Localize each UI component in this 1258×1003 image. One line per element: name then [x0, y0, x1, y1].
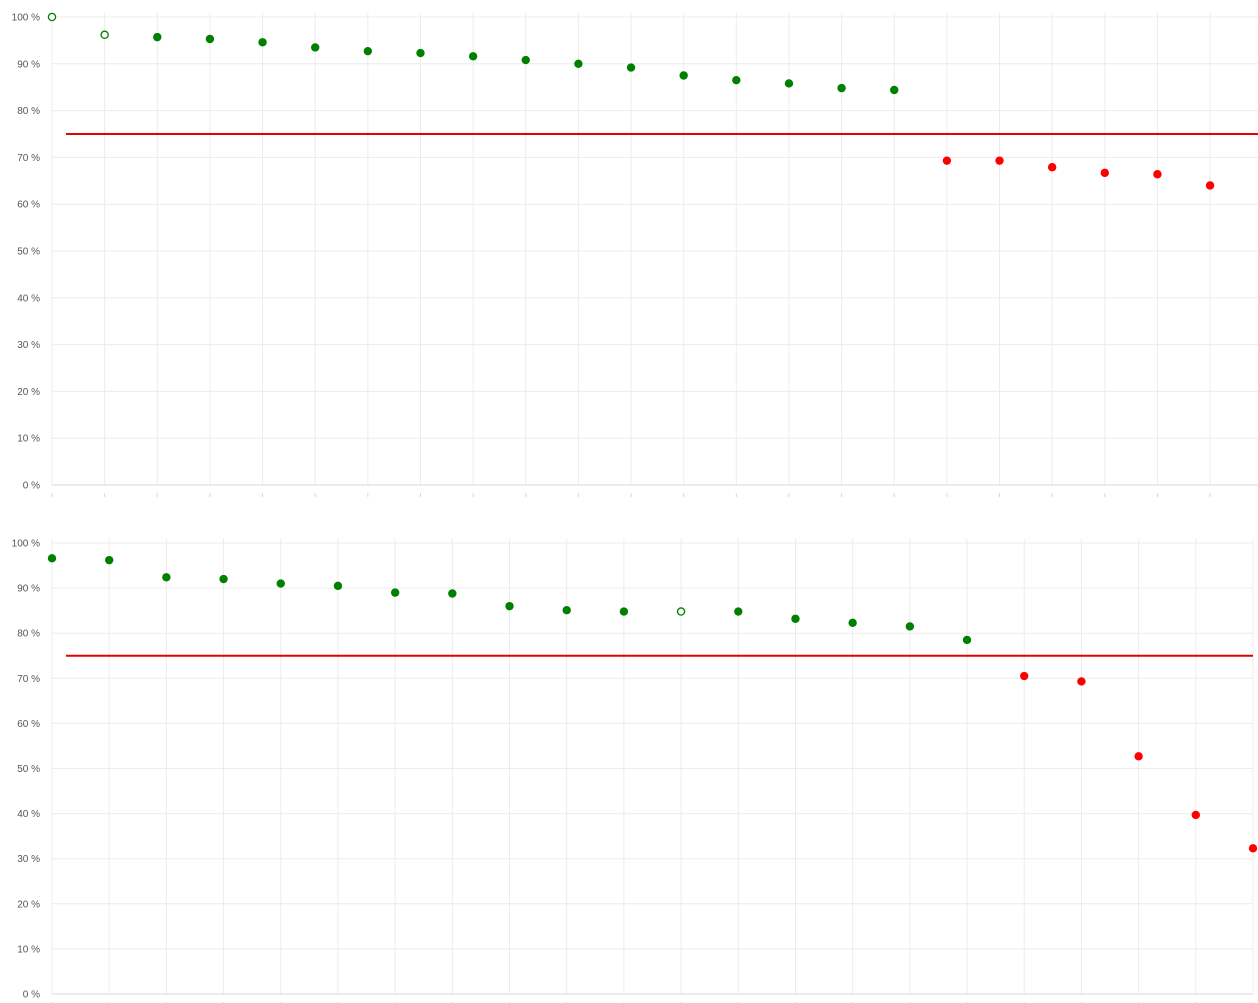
bottom-data-point: [47, 554, 57, 563]
bottom-data-point: [1191, 810, 1201, 820]
top-ytick-label: 60 %: [17, 200, 40, 211]
top-data-point: [784, 79, 794, 88]
top-ytick-label: 40 %: [17, 293, 40, 304]
top-data-point: [890, 85, 899, 95]
top-ytick-label: 0 %: [23, 481, 40, 492]
bottom-data-point: [562, 605, 571, 615]
bottom-ytick-label: 20 %: [17, 899, 40, 910]
top-data-point: [732, 75, 741, 85]
top-data-point: [416, 48, 425, 58]
bottom-ytick-label: 100 %: [12, 539, 40, 550]
top-gridlines: [51, 13, 1258, 486]
bottom-data-point: [448, 589, 457, 598]
bottom-data-point: [104, 555, 114, 565]
top-ytick-label: 20 %: [17, 387, 40, 398]
bottom-data-point: [905, 622, 915, 631]
top-ytick-label: 10 %: [17, 434, 40, 445]
top-data-point: [837, 83, 846, 93]
top-data-point: [205, 34, 215, 44]
top-ytick-label: 80 %: [17, 106, 40, 117]
top-data-point: [521, 55, 530, 65]
chart-top-svg: 0 % 10 % 20 % 30 % 40 % 50 % 60 % 70 % 80 % 90 % 1…: [12, 12, 1258, 497]
top-data-point: [363, 46, 373, 56]
chart-bottom-svg: 0 % 10 % 20 % 30 % 40 % 50 % 60 % 70 % 80 % 90 % 1…: [12, 539, 1258, 1003]
top-data-point: [679, 71, 688, 80]
bottom-data-point: [848, 618, 857, 628]
bottom-data-point: [962, 635, 972, 645]
bottom-data-point: [390, 588, 400, 597]
bottom-ytick-label: 60 %: [17, 719, 40, 730]
top-ytick-label: 100 %: [12, 13, 40, 24]
bottom-ytick-label: 70 %: [17, 674, 40, 685]
bottom-data-point: [1020, 671, 1029, 681]
bottom-data-point: [676, 607, 686, 616]
bottom-data-point: [619, 607, 629, 616]
top-data-point: [468, 52, 478, 61]
top-data-point: [100, 30, 109, 40]
bottom-data-point: [505, 601, 514, 611]
bottom-data-point: [276, 579, 285, 588]
bottom-ytick-label: 0 %: [23, 990, 40, 1001]
top-ytick-label: 70 %: [17, 153, 40, 164]
bottom-gridlines: [51, 539, 1254, 995]
bottom-ytick-label: 30 %: [17, 854, 40, 865]
top-ytick-label: 90 %: [17, 59, 40, 70]
bottom-ytick-label: 10 %: [17, 944, 40, 955]
top-data-point: [1047, 163, 1057, 172]
bottom-ytick-label: 80 %: [17, 629, 40, 640]
bottom-data-point: [1077, 677, 1086, 686]
top-data-point: [1153, 170, 1162, 179]
top-points: [47, 12, 1215, 190]
top-data-point: [47, 12, 57, 22]
bottom-points: [47, 554, 1258, 853]
bottom-data-point: [1248, 844, 1258, 853]
bottom-data-point: [1134, 752, 1143, 761]
top-data-point: [258, 38, 267, 47]
chart-bottom: 0 % 10 % 20 % 30 % 40 % 50 % 60 % 70 % 80 % 90 % 1…: [0, 528, 1258, 1003]
top-ytick-label: 50 %: [17, 247, 40, 258]
top-data-point: [942, 156, 952, 165]
bottom-data-point: [162, 573, 171, 582]
top-data-point: [1100, 168, 1110, 178]
bottom-ytick-label: 50 %: [17, 764, 40, 775]
top-data-point: [626, 63, 636, 72]
top-data-point: [995, 156, 1004, 165]
bottom-data-point: [734, 607, 743, 616]
bottom-data-point: [333, 581, 343, 591]
top-data-point: [1205, 181, 1215, 190]
top-data-point: [153, 32, 162, 42]
top-data-point: [311, 43, 320, 52]
top-ytick-label: 30 %: [17, 340, 40, 351]
bottom-data-point: [791, 614, 800, 623]
bottom-data-point: [219, 574, 228, 584]
top-data-point: [574, 59, 583, 68]
bottom-ytick-label: 40 %: [17, 809, 40, 820]
chart-top: 0 % 10 % 20 % 30 % 40 % 50 % 60 % 70 % 80 % 90 % 1…: [0, 0, 1258, 500]
bottom-ytick-label: 90 %: [17, 584, 40, 595]
